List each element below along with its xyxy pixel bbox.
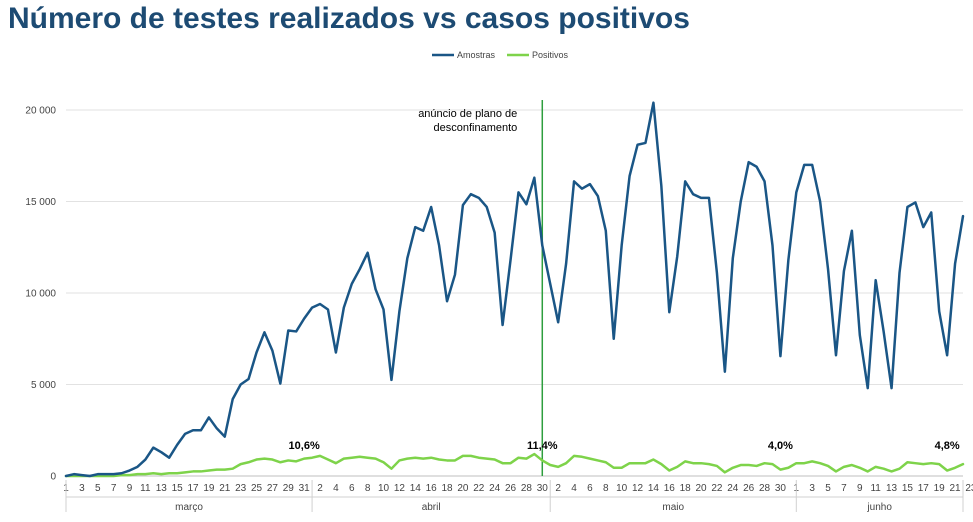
x-tick-label: 26 — [505, 483, 517, 494]
x-tick-label: 23 — [965, 483, 973, 494]
x-tick-label: 17 — [187, 483, 199, 494]
positivity-label: 10,6% — [289, 440, 320, 452]
x-tick-label: 27 — [267, 483, 279, 494]
x-tick-label: 31 — [299, 483, 311, 494]
x-tick-label: 7 — [841, 483, 847, 494]
positivity-label: 4,8% — [935, 440, 960, 452]
y-tick-label: 5 000 — [31, 380, 56, 391]
marker-label: desconfinamento — [434, 122, 518, 134]
series-lines — [64, 101, 965, 478]
x-tick-label: 2 — [317, 483, 323, 494]
x-tick-label: 13 — [156, 483, 168, 494]
x-tick-label: 22 — [711, 483, 723, 494]
month-label: maio — [662, 502, 684, 513]
x-tick-label: 29 — [283, 483, 295, 494]
x-tick-label: 16 — [664, 483, 676, 494]
x-tick-label: 21 — [219, 483, 231, 494]
x-tick-label: 20 — [695, 483, 707, 494]
y-tick-label: 0 — [50, 472, 56, 483]
x-tick-label: 13 — [886, 483, 898, 494]
x-tick-label: 28 — [521, 483, 533, 494]
month-label: junho — [866, 502, 892, 513]
x-tick-label: 18 — [680, 483, 692, 494]
month-label: abril — [422, 502, 441, 513]
x-tick-label: 14 — [648, 483, 660, 494]
y-tick-label: 20 000 — [25, 106, 56, 117]
x-tick-label: 11 — [140, 483, 151, 494]
legend: Amostras Positivos — [432, 50, 569, 60]
x-tick-label: 16 — [426, 483, 438, 494]
x-tick-label: 6 — [587, 483, 593, 494]
x-tick-label: 12 — [632, 483, 644, 494]
x-tick-label: 14 — [410, 483, 422, 494]
legend-label: Amostras — [457, 50, 496, 60]
x-tick-label: 19 — [934, 483, 946, 494]
series-line-amostras — [64, 101, 965, 478]
x-tick-label: 19 — [203, 483, 215, 494]
x-tick-label: 22 — [473, 483, 485, 494]
x-tick-label: 10 — [378, 483, 390, 494]
x-tick-label: 10 — [616, 483, 628, 494]
x-tick-label: 9 — [127, 483, 133, 494]
y-tick-label: 10 000 — [25, 289, 56, 300]
x-tick-label: 24 — [489, 483, 501, 494]
x-tick-label: 9 — [857, 483, 863, 494]
x-tick-label: 5 — [95, 483, 101, 494]
positivity-label: 4,0% — [768, 440, 793, 452]
x-tick-label: 8 — [603, 483, 609, 494]
x-tick-label: 8 — [365, 483, 371, 494]
x-tick-label: 6 — [349, 483, 355, 494]
x-tick-label: 12 — [394, 483, 406, 494]
x-tick-label: 7 — [111, 483, 117, 494]
y-tick-label: 15 000 — [25, 197, 56, 208]
month-label: março — [175, 502, 203, 513]
x-tick-label: 30 — [537, 483, 549, 494]
x-tick-label: 21 — [949, 483, 961, 494]
x-tick-label: 28 — [759, 483, 771, 494]
x-tick-label: 30 — [775, 483, 787, 494]
x-tick-label: 17 — [918, 483, 930, 494]
x-tick-label: 20 — [457, 483, 469, 494]
annotations: 10,6% 11,4% 4,0% 4,8% — [289, 440, 960, 452]
x-tick-label: 11 — [870, 483, 881, 494]
marker-label: anúncio de plano de — [418, 108, 517, 120]
x-tick-label: 4 — [571, 483, 577, 494]
x-tick-label: 15 — [902, 483, 914, 494]
vertical-marker: anúncio de plano de desconfinamento — [418, 100, 544, 476]
x-tick-label: 18 — [441, 483, 453, 494]
x-tick-label: 4 — [333, 483, 339, 494]
y-axis: 0 5 000 10 000 15 000 20 000 — [25, 106, 963, 483]
x-tick-label: 24 — [727, 483, 739, 494]
x-tick-label: 25 — [251, 483, 263, 494]
x-tick-label: 3 — [79, 483, 85, 494]
positivity-label: 11,4% — [527, 440, 558, 452]
x-tick-label: 3 — [809, 483, 815, 494]
legend-label: Positivos — [532, 50, 569, 60]
x-tick-label: 26 — [743, 483, 755, 494]
x-axis: 1357911131517192123252729312468101214161… — [63, 475, 973, 513]
x-tick-label: 15 — [172, 483, 184, 494]
x-tick-label: 23 — [235, 483, 247, 494]
series-line-positivos — [64, 452, 965, 478]
x-tick-label: 2 — [555, 483, 561, 494]
x-tick-label: 5 — [825, 483, 831, 494]
chart-title: Número de testes realizados vs casos pos… — [8, 2, 690, 35]
